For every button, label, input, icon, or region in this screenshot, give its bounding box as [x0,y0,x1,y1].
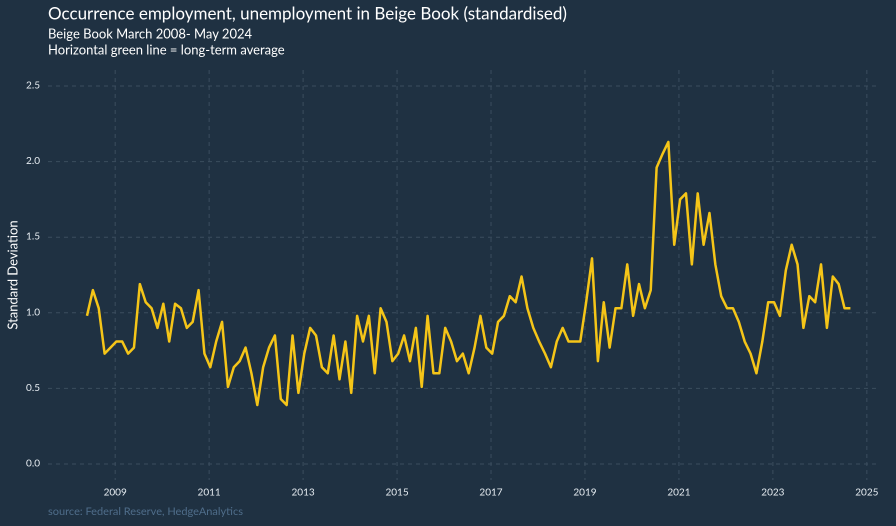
chart-subtitle: Beige Book March 2008- May 2024 [48,25,253,41]
x-tick-label: 2019 [573,487,596,499]
x-tick-label: 2009 [104,487,127,499]
x-tick-label: 2021 [667,487,690,499]
x-tick-label: 2025 [855,487,878,499]
x-tick-label: 2015 [385,487,408,499]
y-tick-label: 1.0 [26,306,40,318]
y-tick-label: 1.5 [26,231,40,243]
x-tick-label: 2023 [761,487,784,499]
y-axis-label: Standard Deviation [4,220,20,329]
y-tick-label: 0.5 [26,382,40,394]
x-tick-label: 2017 [479,487,502,499]
x-tick-label: 2011 [198,487,221,499]
x-tick-label: 2013 [291,487,314,499]
chart-title: Occurrence employment, unemployment in B… [48,2,567,23]
y-tick-label: 0.0 [26,458,40,470]
grid [48,70,880,480]
y-tick-label: 2.0 [26,155,40,167]
y-tick-label: 2.5 [26,80,40,92]
source-note: source: Federal Reserve, HedgeAnalytics [48,505,243,518]
chart-subtitle: Horizontal green line = long-term averag… [48,41,285,57]
data-line [85,140,851,407]
